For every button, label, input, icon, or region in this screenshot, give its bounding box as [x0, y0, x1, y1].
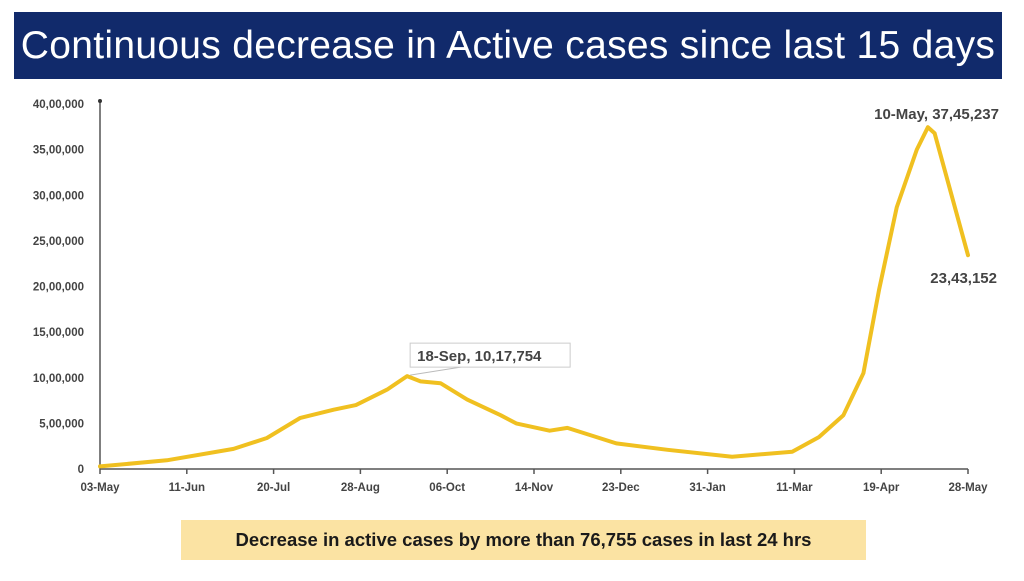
- y-tick-label: 30,00,000: [33, 190, 84, 202]
- y-tick-label: 35,00,000: [33, 145, 84, 157]
- slide-title: Continuous decrease in Active cases sinc…: [14, 12, 1002, 79]
- annotation-first-peak: 18-Sep, 10,17,754: [417, 348, 542, 365]
- y-tick-label: 5,00,000: [39, 418, 84, 430]
- y-tick-label: 15,00,000: [33, 327, 84, 339]
- annotation-latest-value: 23,43,152: [930, 270, 997, 287]
- y-tick-label: 0: [78, 464, 84, 476]
- x-tick-label: 03-May: [81, 482, 121, 494]
- x-tick-label: 28-Aug: [341, 482, 380, 494]
- annotation-box: [409, 342, 571, 368]
- y-tick-label: 20,00,000: [33, 282, 84, 294]
- x-tick-label: 11-Jun: [169, 482, 205, 494]
- x-tick-label: 23-Dec: [602, 482, 640, 494]
- x-tick-label: 06-Oct: [429, 482, 465, 494]
- y-tick-label: 25,00,000: [33, 236, 84, 248]
- x-tick-label: 11-Mar: [776, 482, 813, 494]
- y-tick-label: 40,00,000: [33, 99, 84, 111]
- x-tick-label: 14-Nov: [515, 482, 554, 494]
- y-axis-arrow-icon: [98, 99, 102, 103]
- x-tick-label: 28-May: [949, 482, 989, 494]
- summary-banner: Decrease in active cases by more than 76…: [181, 520, 866, 560]
- annotations: 18-Sep, 10,17,754 10-May, 37,45,237 23,43,…: [409, 106, 999, 376]
- y-tick-label: 10,00,000: [33, 373, 84, 385]
- active-cases-series-line: [98, 125, 970, 469]
- x-tick-label: 31-Jan: [689, 482, 725, 494]
- axes: [98, 99, 968, 470]
- x-tick-label: 19-Apr: [863, 482, 900, 494]
- x-tick-label: 20-Jul: [257, 482, 290, 494]
- y-axis-ticks: 0 5,00,000 10,00,000 15,00,000 20,00,000 25,0…: [33, 99, 84, 476]
- annotation-second-peak: 10-May, 37,45,237: [874, 106, 999, 123]
- x-axis-ticks: 03-May 11-Jun 20-Jul 28-Aug 06-Oct 14-Nov 23-D…: [81, 469, 989, 494]
